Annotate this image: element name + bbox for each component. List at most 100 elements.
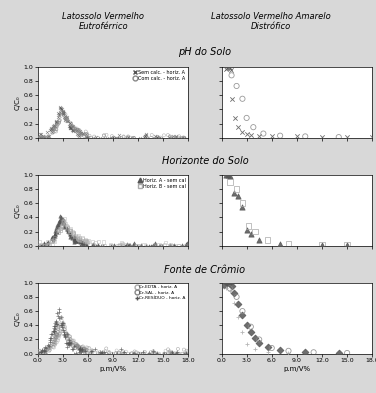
Point [53, 118, 59, 125]
Point [77, 130, 83, 137]
Point [125, 351, 131, 357]
Point [115, 242, 121, 249]
Point [49, 130, 55, 136]
Point [36, 135, 42, 141]
Point [40, 134, 46, 141]
Point [80, 348, 86, 354]
Point [61, 109, 67, 116]
Point [124, 242, 130, 249]
Point [97, 349, 103, 355]
Point [133, 349, 139, 356]
Point [55, 114, 61, 121]
Point [37, 351, 43, 357]
Point [74, 343, 80, 349]
Point [126, 351, 132, 357]
Point [64, 225, 70, 231]
Point [41, 347, 47, 353]
Point [175, 346, 181, 352]
Point [50, 235, 56, 241]
Point [49, 239, 55, 245]
Point [50, 343, 56, 350]
Point [77, 348, 83, 354]
Point [142, 242, 148, 249]
Point [79, 129, 85, 136]
Point [61, 114, 67, 120]
Point [221, 282, 227, 288]
Point [41, 346, 47, 353]
Point [40, 242, 46, 249]
Point [75, 130, 81, 137]
Point [109, 133, 115, 139]
Point [58, 219, 64, 225]
Point [161, 351, 167, 357]
Point [74, 343, 80, 349]
Point [87, 349, 93, 356]
Point [117, 242, 123, 249]
Point [82, 345, 88, 352]
Point [161, 241, 167, 248]
Point [51, 323, 57, 329]
Point [70, 230, 76, 237]
Point [161, 351, 167, 357]
Point [67, 123, 73, 129]
Point [116, 135, 122, 141]
Point [46, 343, 52, 349]
Point [68, 122, 74, 129]
Point [72, 237, 78, 243]
Point [92, 345, 98, 352]
Point [49, 237, 55, 243]
Point [39, 347, 45, 354]
Point [235, 124, 241, 130]
Point [56, 322, 62, 329]
Point [152, 351, 158, 357]
Point [36, 348, 42, 354]
Point [47, 127, 53, 133]
Point [121, 349, 127, 355]
Point [121, 133, 127, 140]
Point [121, 134, 127, 140]
Point [88, 351, 94, 357]
Point [99, 349, 105, 355]
Point [182, 351, 188, 357]
Point [89, 350, 95, 356]
Point [53, 334, 59, 340]
Point [53, 321, 59, 327]
Point [57, 321, 63, 327]
Point [115, 242, 121, 249]
Point [88, 351, 94, 357]
Point [84, 347, 90, 353]
Point [180, 135, 186, 141]
Point [82, 236, 88, 242]
Point [97, 135, 103, 141]
Point [67, 335, 73, 342]
Point [167, 242, 173, 248]
Point [126, 242, 132, 248]
Point [231, 290, 237, 296]
Point [285, 350, 291, 356]
Point [62, 221, 68, 227]
Point [55, 110, 61, 116]
Point [152, 240, 158, 246]
Point [150, 348, 156, 354]
Point [59, 324, 65, 330]
Point [55, 326, 61, 332]
Point [62, 324, 68, 331]
Point [74, 235, 80, 241]
Point [223, 172, 229, 178]
Point [79, 234, 85, 241]
Point [65, 225, 71, 231]
Point [124, 242, 130, 249]
Point [77, 347, 83, 353]
Point [183, 351, 189, 357]
Point [44, 242, 50, 249]
Point [100, 242, 106, 249]
Point [56, 331, 62, 337]
Point [61, 320, 67, 327]
Point [161, 132, 167, 138]
Point [68, 120, 74, 126]
Point [294, 133, 300, 140]
Point [41, 241, 47, 247]
Point [178, 135, 184, 141]
Point [131, 351, 137, 357]
Point [149, 132, 155, 138]
